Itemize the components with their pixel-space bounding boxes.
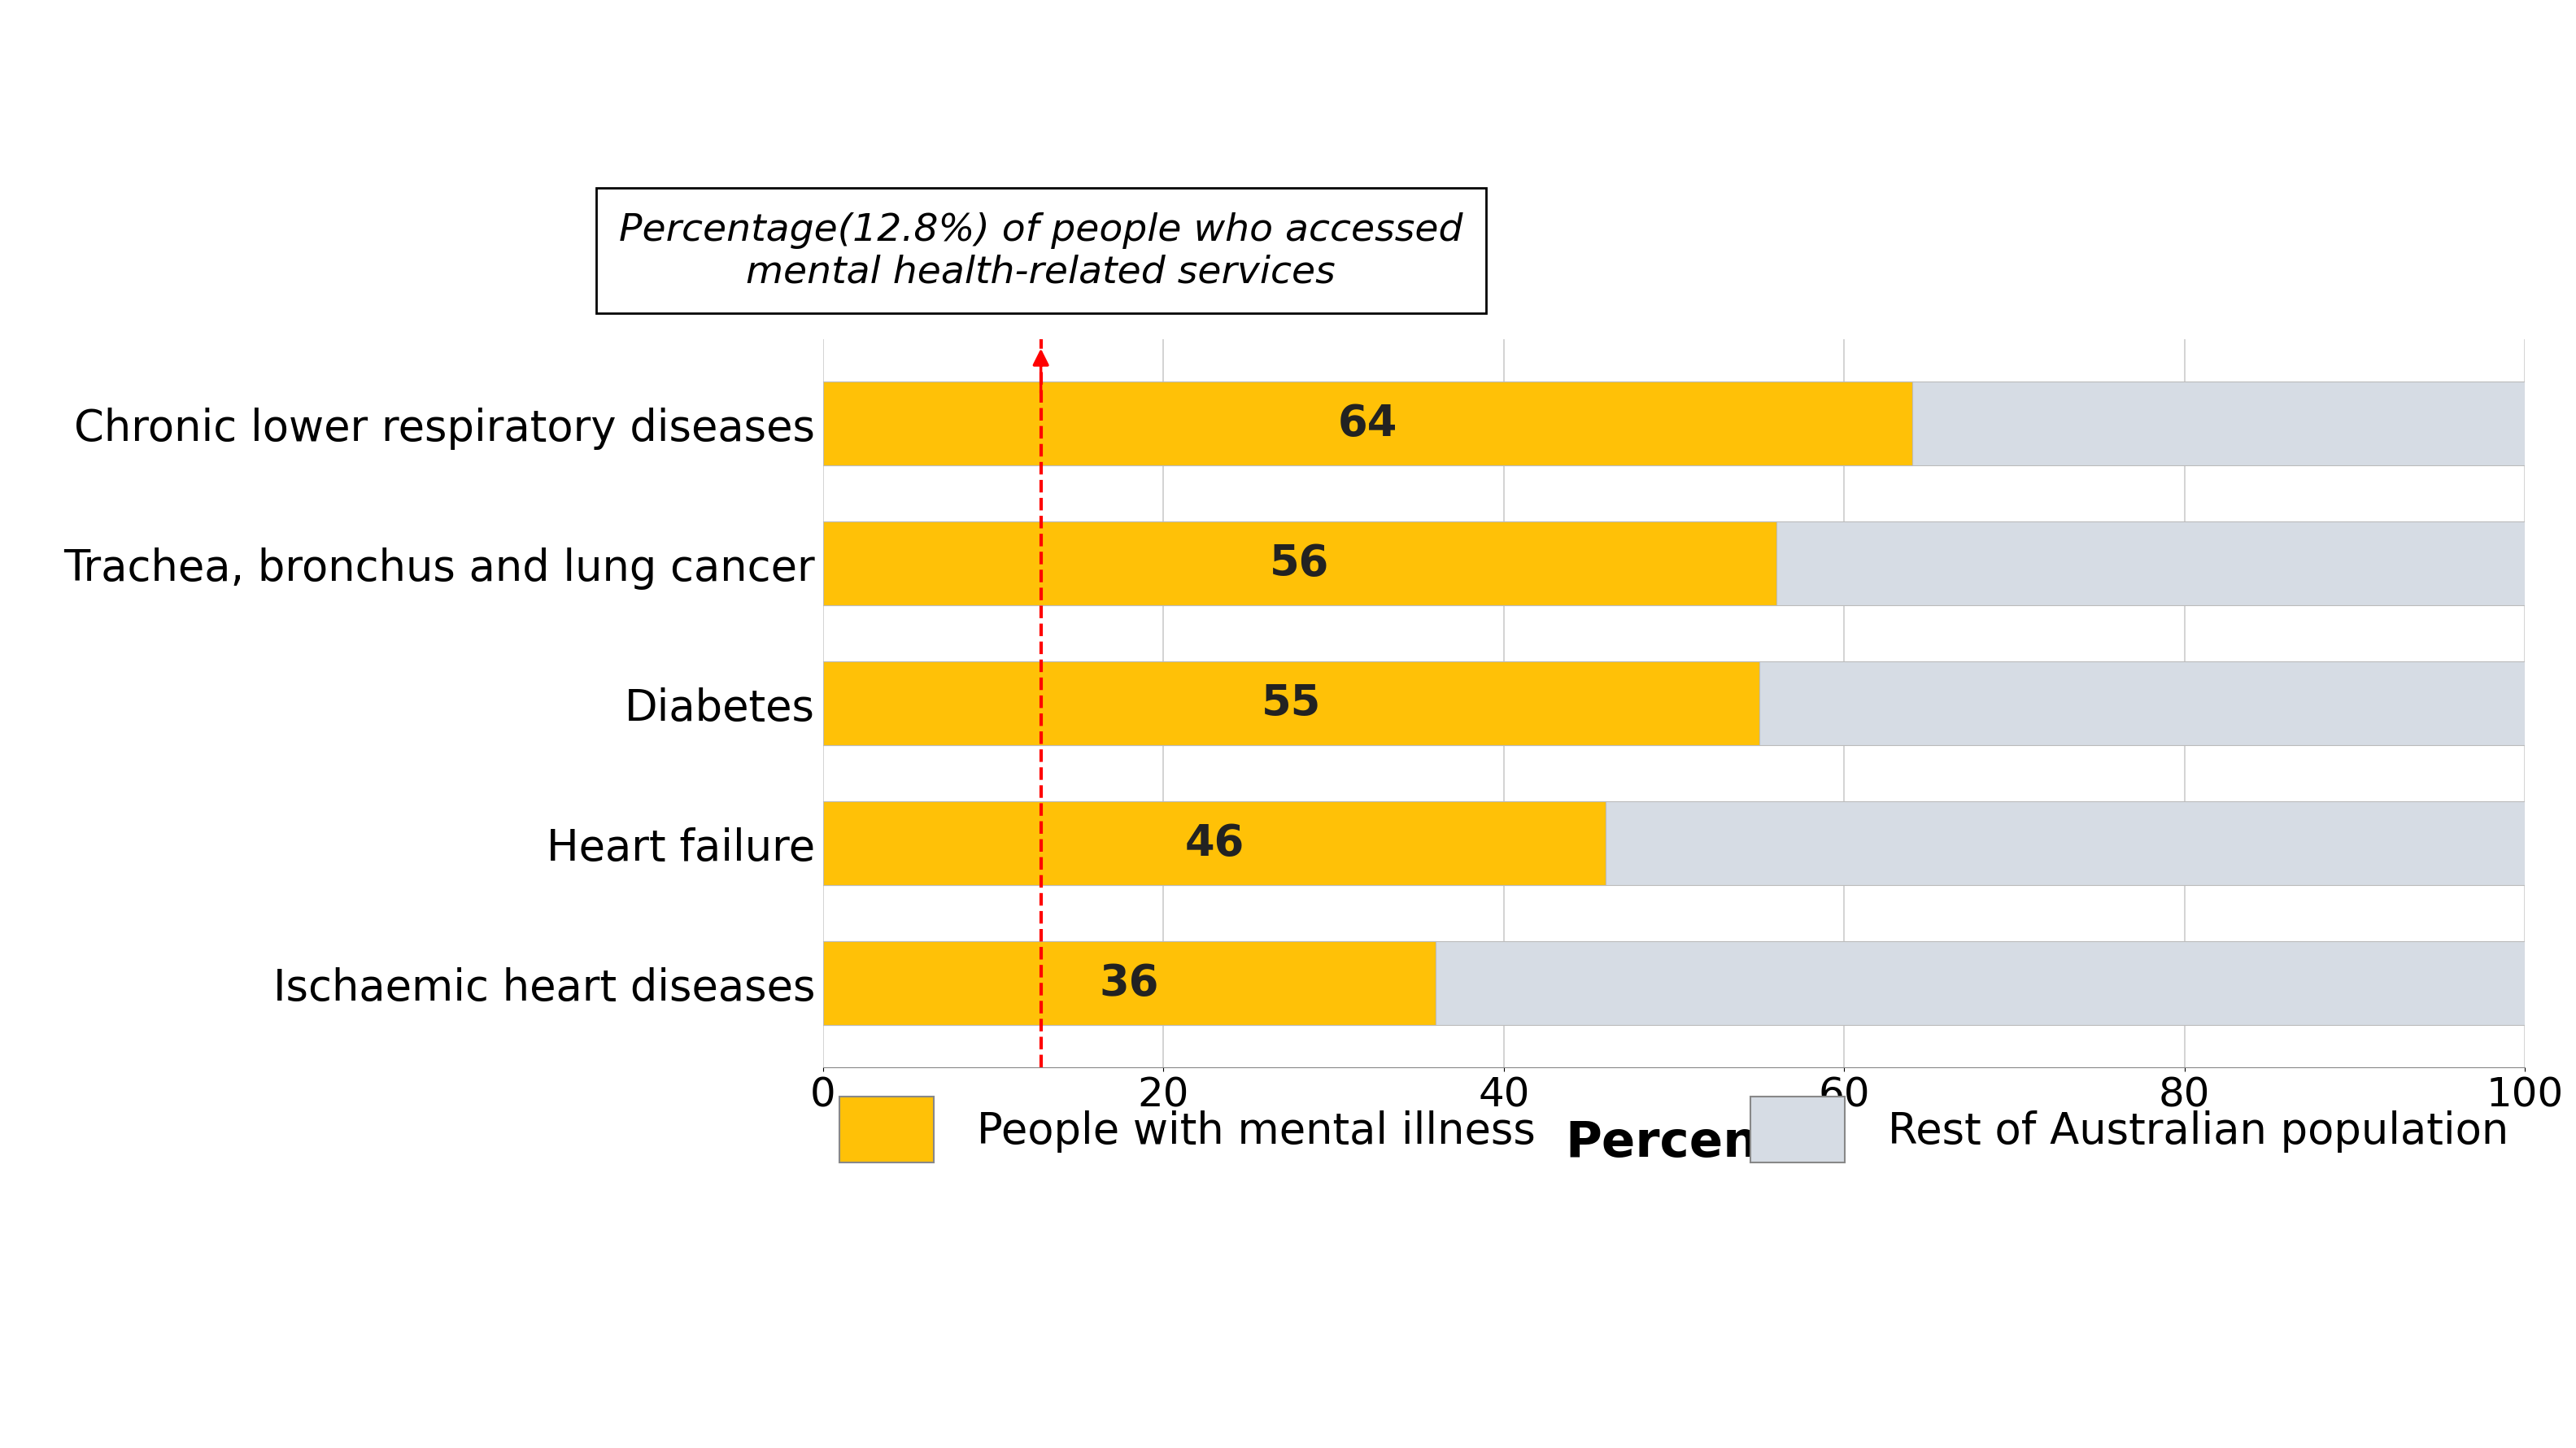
Text: 56: 56 bbox=[1270, 543, 1329, 585]
X-axis label: Percent: Percent bbox=[1566, 1119, 1783, 1167]
Bar bbox=[822, 801, 1605, 885]
Bar bbox=[822, 941, 1435, 1025]
Text: 55: 55 bbox=[1262, 682, 1321, 724]
Bar bbox=[822, 662, 1759, 746]
Text: 46: 46 bbox=[1185, 822, 1244, 864]
Bar bbox=[822, 801, 2524, 885]
Legend: People with mental illness, Rest of Australian population: People with mental illness, Rest of Aust… bbox=[796, 1054, 2550, 1206]
Bar bbox=[822, 521, 1777, 605]
Text: 64: 64 bbox=[1337, 403, 1399, 445]
Text: 36: 36 bbox=[1100, 961, 1159, 1005]
Text: Percentage(12.8%) of people who accessed
mental health-related services: Percentage(12.8%) of people who accessed… bbox=[618, 211, 1463, 291]
Bar bbox=[822, 382, 1911, 466]
Bar bbox=[822, 382, 2524, 466]
Bar bbox=[822, 941, 2524, 1025]
Bar bbox=[822, 521, 2524, 605]
Bar bbox=[822, 662, 2524, 746]
